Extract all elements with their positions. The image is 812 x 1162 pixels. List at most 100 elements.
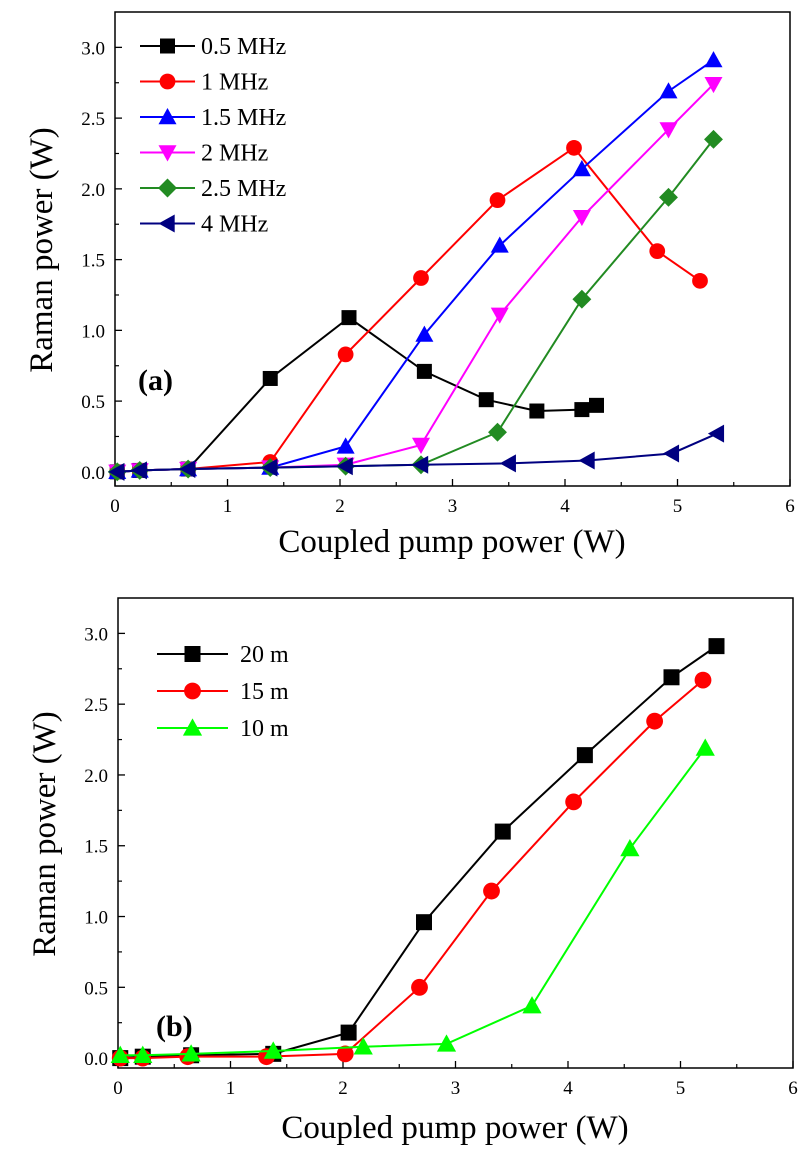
data-point-2-5-mhz <box>572 289 592 309</box>
data-point-20-m <box>416 914 432 931</box>
series-line-20-m <box>120 645 718 1060</box>
panel-label-b: (b) <box>156 1010 193 1043</box>
series-layer-b <box>110 638 725 1067</box>
series-line-4-mhz <box>117 432 718 473</box>
y-tick-label: 0.0 <box>84 1049 108 1070</box>
data-point-20-m <box>663 669 680 686</box>
plot-frame-b <box>117 597 794 1069</box>
data-point-1-5-mhz <box>336 437 355 454</box>
panel-a: 0 1 2 3 4 5 6 0.0 0.5 1.0 1.5 2.0 2.5 3.0 0.5 MHz 1 MH… <box>24 11 795 560</box>
x-tick-label: 6 <box>788 1078 798 1099</box>
data-point-1-5-mhz <box>490 236 509 253</box>
data-point-0-5-mhz <box>478 392 494 408</box>
data-point-1-mhz <box>489 192 506 209</box>
legend-label-4-mhz: 4 MHz <box>201 212 268 238</box>
data-point-2-mhz <box>490 307 509 324</box>
data-point-2-5-mhz <box>659 187 678 207</box>
y-axis-title-a: Raman power (W) <box>24 127 60 373</box>
x-tick-label: 2 <box>338 1078 348 1099</box>
data-point-10-m <box>620 838 640 857</box>
data-point-4-mhz <box>179 460 196 479</box>
y-tick-label: 1.0 <box>84 908 108 929</box>
data-point-4-mhz <box>412 455 429 474</box>
x-tick-label: 0 <box>110 496 120 517</box>
legend-label-0-5-mhz: 0.5 MHz <box>201 34 286 60</box>
legend-a: 0.5 MHz 1 MHz 1.5 MHz 2 MHz 2.5 MHz 4 MHz <box>140 34 286 238</box>
data-point-1-5-mhz <box>704 51 723 68</box>
x-tick-label: 4 <box>560 496 570 517</box>
data-point-20-m <box>340 1024 357 1041</box>
data-point-1-mhz <box>413 270 429 286</box>
legend-label-20-m: 20 m <box>240 642 289 668</box>
legend-label-1-mhz: 1 MHz <box>201 70 268 96</box>
x-tick-label: 5 <box>673 496 683 517</box>
data-point-1-mhz <box>692 272 708 289</box>
legend-marker-0-5-mhz <box>160 38 175 54</box>
y-tick-label: 1.5 <box>84 837 108 858</box>
series-line-15-m <box>120 679 704 1060</box>
data-point-15-m <box>565 793 583 811</box>
legend-label-15-m: 15 m <box>240 679 289 705</box>
panel-label-a: (a) <box>138 364 173 397</box>
y-tick-label: 3.0 <box>81 38 105 59</box>
legend-label-2-mhz: 2 MHz <box>201 141 268 167</box>
data-point-4-mhz <box>662 444 680 463</box>
data-point-10-m <box>436 1034 457 1052</box>
legend-marker-20-m <box>184 646 201 662</box>
data-point-1-5-mhz <box>415 325 434 342</box>
legend-marker-4-mhz <box>158 214 175 233</box>
data-point-15-m <box>646 712 664 730</box>
axis-ticks-a: 0 1 2 3 4 5 6 0.0 0.5 1.0 1.5 2.0 2.5 3.0 <box>81 38 795 517</box>
panel-b: 0 1 2 3 4 5 6 0.0 0.5 1.0 1.5 2.0 2.5 3.0 20 m 15 m 10 … <box>27 597 798 1146</box>
legend-label-2-5-mhz: 2.5 MHz <box>201 176 286 202</box>
data-point-0-5-mhz <box>416 363 432 379</box>
data-point-15-m <box>694 671 712 689</box>
data-point-1-5-mhz <box>572 160 591 177</box>
data-point-2-mhz <box>572 209 591 227</box>
data-point-0-5-mhz <box>574 402 590 418</box>
data-point-4-mhz <box>578 451 595 470</box>
data-point-10-m <box>353 1037 373 1055</box>
x-tick-label: 5 <box>676 1078 686 1099</box>
y-tick-label: 1.5 <box>81 251 105 272</box>
data-point-2-5-mhz <box>488 422 507 442</box>
data-point-2-mhz <box>659 122 678 139</box>
legend-marker-1-mhz <box>159 73 176 90</box>
legend-b: 20 m 15 m 10 m <box>157 642 289 742</box>
x-tick-label: 3 <box>451 1078 461 1099</box>
x-tick-label: 3 <box>448 496 458 517</box>
data-point-2-mhz <box>412 437 430 454</box>
x-tick-label: 6 <box>785 496 795 517</box>
data-point-4-mhz <box>108 462 125 481</box>
legend-marker-2-mhz <box>158 145 177 162</box>
x-tick-label: 4 <box>563 1078 573 1099</box>
data-point-4-mhz <box>261 458 278 477</box>
x-tick-label: 0 <box>113 1078 123 1099</box>
legend-label-1-5-mhz: 1.5 MHz <box>201 105 286 131</box>
data-point-2-mhz <box>704 76 723 94</box>
data-point-4-mhz <box>499 454 516 473</box>
x-axis-title-b: Coupled pump power (W) <box>281 1110 628 1146</box>
data-point-1-mhz <box>337 346 354 363</box>
data-point-10-m <box>110 1045 130 1063</box>
data-point-2-5-mhz <box>704 129 723 149</box>
x-tick-label: 1 <box>223 496 233 517</box>
series-line-0-5-mhz <box>117 316 597 473</box>
data-point-4-mhz <box>336 457 353 476</box>
y-axis-title-b: Raman power (W) <box>27 711 63 957</box>
data-point-10-m <box>181 1044 201 1062</box>
data-point-1-mhz <box>649 243 666 259</box>
data-point-15-m <box>336 1045 354 1063</box>
y-tick-label: 0.5 <box>81 392 105 413</box>
data-point-10-m <box>695 738 715 756</box>
y-tick-label: 2.0 <box>84 766 108 787</box>
legend-label-10-m: 10 m <box>240 716 289 742</box>
data-point-15-m <box>411 978 428 996</box>
legend-marker-2-5-mhz <box>158 178 177 198</box>
y-tick-label: 3.0 <box>84 624 108 645</box>
data-point-4-mhz <box>130 461 147 480</box>
x-tick-label: 1 <box>226 1078 236 1099</box>
data-point-10-m <box>133 1045 153 1063</box>
y-tick-label: 0.0 <box>81 463 105 484</box>
